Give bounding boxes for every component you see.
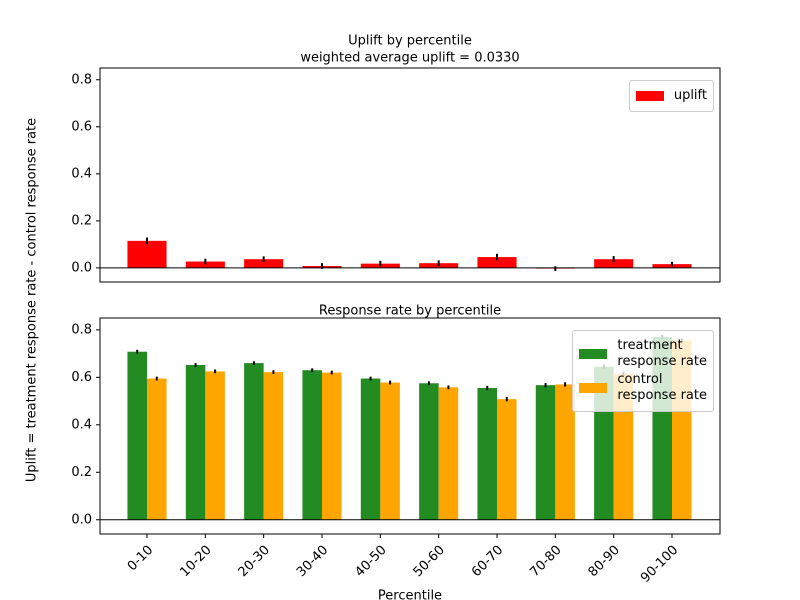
- x-tick-label: 90-100: [638, 543, 681, 586]
- chart-title: Uplift by percentile: [348, 34, 472, 49]
- legend-label: control response rate: [617, 372, 707, 403]
- y-tick-label: 0.8: [71, 322, 92, 337]
- x-tick-label: 30-40: [294, 543, 331, 580]
- y-tick-label: 0.4: [71, 417, 92, 432]
- x-tick-label: 20-30: [236, 543, 273, 580]
- legend-entry: treatment response rate: [579, 338, 707, 370]
- x-tick-label: 80-90: [586, 543, 623, 580]
- bar: [438, 387, 459, 520]
- legend-swatch: [579, 383, 608, 393]
- bar: [555, 384, 575, 520]
- x-axis-label: Percentile: [378, 589, 442, 600]
- bar: [302, 370, 322, 520]
- x-tick-label: 50-60: [411, 543, 448, 580]
- y-tick-label: 0.2: [71, 213, 92, 228]
- y-tick-label: 0.0: [71, 260, 92, 275]
- y-tick-label: 0.0: [71, 512, 92, 527]
- bar: [244, 363, 264, 520]
- legend-entry: control response rate: [579, 372, 707, 404]
- y-tick-label: 0.6: [71, 119, 92, 134]
- plot-frame: [99, 67, 721, 283]
- bar: [205, 371, 225, 520]
- bar: [477, 257, 517, 268]
- bar: [497, 399, 517, 520]
- chart-title: Response rate by percentile: [319, 304, 501, 319]
- y-tick-label: 0.8: [71, 72, 92, 87]
- legend-swatch: [579, 349, 608, 359]
- x-tick-label: 10-20: [177, 543, 214, 580]
- bar: [380, 382, 400, 520]
- bar: [419, 383, 439, 520]
- x-tick-label: 70-80: [527, 543, 564, 580]
- bar: [147, 378, 167, 520]
- y-tick-label: 0.4: [71, 166, 92, 181]
- y-tick-label: 0.2: [71, 465, 92, 480]
- legend-swatch: [635, 91, 664, 101]
- chart-subtitle: weighted average uplift = 0.0330: [300, 51, 519, 66]
- legend: uplift: [628, 80, 714, 112]
- bar: [127, 240, 167, 268]
- legend: treatment response rate control response …: [572, 330, 714, 412]
- bar: [322, 372, 342, 520]
- x-tick-label: 40-50: [352, 543, 389, 580]
- y-axis-label: Uplift = treatment response rate - contr…: [25, 118, 40, 482]
- legend-entry: uplift: [635, 88, 707, 104]
- plot-frame: [99, 317, 721, 535]
- bar: [127, 351, 147, 520]
- bar: [594, 259, 634, 268]
- bar: [185, 261, 225, 268]
- bar: [185, 364, 206, 520]
- bar: [360, 378, 381, 520]
- bar: [244, 259, 284, 268]
- bar: [477, 388, 497, 520]
- bar: [535, 385, 556, 520]
- x-tick-label: 60-70: [469, 543, 506, 580]
- legend-label: uplift: [673, 88, 707, 103]
- x-tick-label: 0-10: [125, 543, 156, 574]
- legend-label: treatment response rate: [617, 338, 707, 369]
- y-tick-label: 0.6: [71, 370, 92, 385]
- bar: [263, 372, 284, 520]
